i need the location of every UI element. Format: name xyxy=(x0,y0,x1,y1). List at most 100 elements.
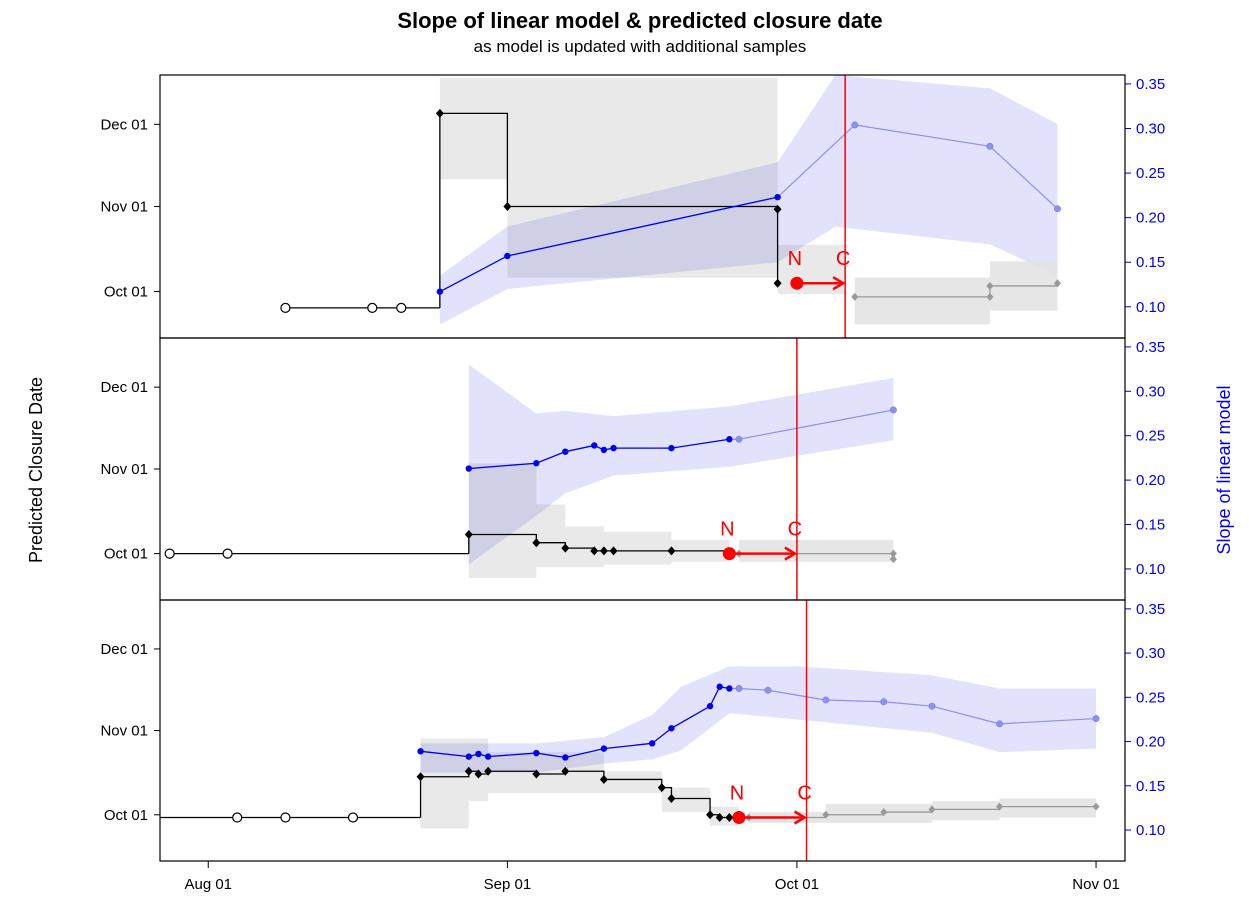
projected-slope-point xyxy=(996,720,1003,728)
slope-point xyxy=(668,444,675,452)
date-confidence-band xyxy=(777,244,846,295)
slope-point xyxy=(726,685,733,692)
y-right-tick-label: 0.10 xyxy=(1136,299,1165,316)
slope-point xyxy=(533,749,540,757)
projected-date-point xyxy=(1092,802,1100,811)
slope-point xyxy=(600,446,608,454)
predicted-date-point xyxy=(561,543,570,553)
projected-slope-point xyxy=(880,698,888,706)
y-right-tick-label: 0.10 xyxy=(1136,822,1165,839)
slope-point xyxy=(436,288,444,295)
closure-label: C xyxy=(797,783,811,805)
predicted-date-point xyxy=(532,769,541,779)
empty-sample-point xyxy=(164,548,175,559)
predicted-date-point xyxy=(609,546,618,556)
predicted-date-point xyxy=(599,546,608,556)
y-axis-left-label: Predicted Closure Date xyxy=(26,377,46,563)
y-right-tick-label: 0.15 xyxy=(1136,254,1165,271)
projected-date-point xyxy=(1053,279,1061,288)
panel-plot-area xyxy=(164,338,897,600)
y-right-tick-label: 0.30 xyxy=(1136,120,1165,137)
predicted-date-point xyxy=(773,278,782,288)
slope-confidence-band xyxy=(420,666,1097,773)
y-left-tick-label: Nov 01 xyxy=(100,723,148,740)
predicted-date-point xyxy=(667,546,676,556)
projected-date-point xyxy=(851,292,859,301)
projected-slope-point xyxy=(1092,715,1100,723)
slope-point xyxy=(504,252,511,260)
date-projection-band xyxy=(999,798,1097,818)
date-projection-band xyxy=(854,277,990,325)
projected-date-point xyxy=(822,810,830,819)
y-left-tick-label: Oct 01 xyxy=(104,546,148,563)
projected-date-point xyxy=(986,281,994,290)
projected-slope-point xyxy=(1054,205,1061,213)
y-right-tick-label: 0.20 xyxy=(1136,734,1165,751)
y-left-tick-label: Dec 01 xyxy=(100,379,148,396)
slope-point xyxy=(533,460,540,467)
date-confidence-band xyxy=(603,771,662,794)
y-right-tick-label: 0.25 xyxy=(1136,428,1165,445)
slope-point xyxy=(648,740,656,747)
date-confidence-band xyxy=(468,463,537,579)
slope-point xyxy=(475,750,482,758)
predicted-date-point xyxy=(532,538,541,548)
x-tick-label: Aug 01 xyxy=(184,876,232,893)
predicted-date-point xyxy=(561,766,570,776)
slope-point xyxy=(465,465,472,472)
projected-slope-point xyxy=(986,142,994,150)
date-confidence-band xyxy=(710,806,739,826)
slope-point xyxy=(716,683,723,690)
empty-sample-point xyxy=(280,812,291,823)
y-right-tick-label: 0.30 xyxy=(1136,383,1165,400)
predicted-date-point xyxy=(503,202,512,211)
chart-title: Slope of linear model & predicted closur… xyxy=(397,8,882,33)
predicted-date-point xyxy=(474,769,483,779)
empty-sample-point xyxy=(222,548,233,559)
now-label: N xyxy=(788,248,802,270)
now-point xyxy=(722,547,736,561)
slope-point xyxy=(726,436,733,443)
y-right-tick-label: 0.35 xyxy=(1136,601,1165,618)
predicted-date-point xyxy=(464,530,473,539)
projected-slope-line xyxy=(777,124,1058,210)
y-right-tick-label: 0.15 xyxy=(1136,517,1165,534)
slope-point xyxy=(706,702,714,710)
empty-sample-point xyxy=(232,812,243,823)
projected-date-point xyxy=(880,808,888,817)
predicted-date-line xyxy=(439,112,779,284)
slope-point xyxy=(610,444,617,452)
empty-sample-point xyxy=(347,812,359,823)
predicted-date-point xyxy=(657,783,666,793)
y-right-tick-label: 0.35 xyxy=(1136,339,1165,356)
predicted-date-point xyxy=(416,772,425,782)
panel-1: N C Oct 01 Nov 01 Dec 01 0.10 0.15 0.20 0.25 0.30… xyxy=(100,74,1165,339)
y-right-tick-label: 0.20 xyxy=(1136,210,1165,227)
predicted-date-point xyxy=(725,813,734,822)
predicted-date-point xyxy=(599,774,608,784)
projected-date-point xyxy=(889,549,897,558)
y-right-tick-label: 0.35 xyxy=(1136,76,1165,93)
projected-slope-line xyxy=(729,687,1097,725)
predicted-date-point xyxy=(484,766,493,776)
projected-date-point xyxy=(996,802,1004,811)
projected-slope-point xyxy=(822,696,830,704)
date-confidence-band xyxy=(439,77,508,180)
predicted-date-point xyxy=(706,810,715,820)
slope-point xyxy=(668,725,675,732)
panel-plot-area xyxy=(280,75,1061,338)
y-right-tick-label: 0.25 xyxy=(1136,165,1165,182)
y-right-tick-label: 0.10 xyxy=(1136,561,1165,578)
y-left-tick-label: Dec 01 xyxy=(100,116,148,133)
panel-3: N C Oct 01 Nov 01 Dec 01 0.10 0.15 0.20 0.25 0.30… xyxy=(100,599,1165,862)
now-label: N xyxy=(730,783,744,805)
y-axis-right-label: Slope of linear model xyxy=(1214,385,1234,554)
closure-label: C xyxy=(788,519,802,541)
date-confidence-band xyxy=(603,531,672,565)
slope-point xyxy=(562,448,569,455)
y-right-tick-label: 0.20 xyxy=(1136,472,1165,489)
predicted-date-point xyxy=(773,204,782,214)
date-confidence-band xyxy=(565,526,604,568)
date-projection-band xyxy=(739,539,894,562)
